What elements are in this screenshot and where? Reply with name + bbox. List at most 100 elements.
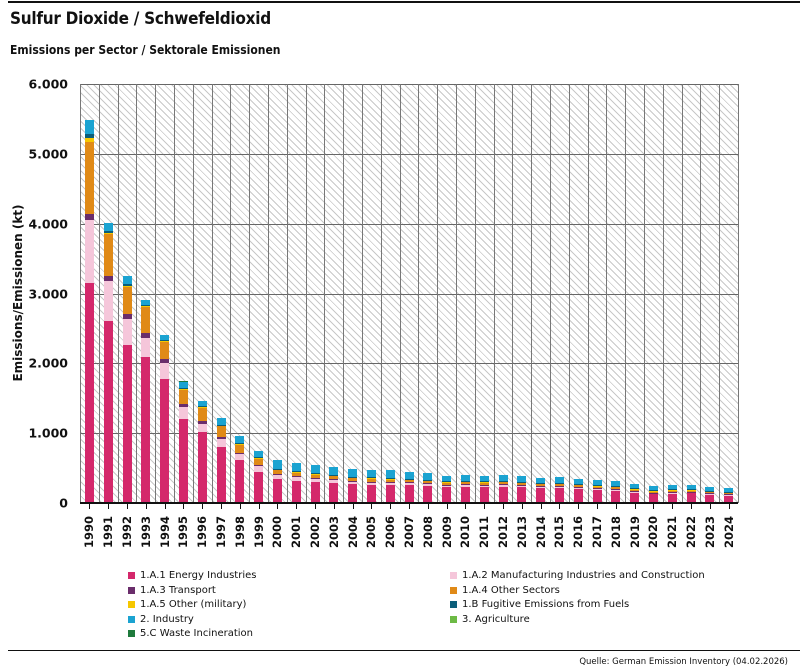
bar-segment (573, 487, 583, 490)
bar-segment (479, 484, 489, 487)
x-tick (427, 504, 429, 509)
bar-segment (705, 486, 715, 491)
legend-label: 1.A.4 Other Sectors (462, 584, 560, 596)
x-tick-label: 2005 (364, 515, 379, 548)
x-tick-label: 1992 (120, 515, 134, 548)
bar-segment (366, 477, 376, 478)
bar-segment (536, 486, 546, 488)
x-tick (484, 504, 486, 509)
bar-segment (460, 481, 470, 485)
x-tick (333, 504, 335, 509)
source-note: Quelle: German Emission Inventory (04.02… (579, 657, 788, 667)
bar-segment (141, 306, 151, 334)
chart-title: Sulfur Dioxide / Schwefeldioxid (10, 9, 271, 29)
bar-segment (84, 120, 94, 135)
x-tick-label: 1998 (232, 515, 247, 548)
legend-swatch-icon (128, 615, 135, 623)
gridline (80, 293, 738, 295)
bar-segment (160, 378, 170, 503)
x-tick (277, 504, 279, 509)
bar-segment (630, 488, 640, 491)
bar-segment (141, 333, 151, 338)
bar-segment (366, 470, 376, 478)
x-tick-label: 2024 (721, 515, 736, 548)
bar-segment (724, 492, 734, 495)
bar-segment (404, 471, 414, 479)
bar-segment (366, 484, 376, 503)
bar-segment (310, 473, 320, 474)
x-tick (239, 504, 241, 509)
vertical-gridline (437, 84, 439, 503)
bar-segment (705, 491, 715, 494)
bar-segment (84, 141, 94, 214)
x-tick-label: 2002 (308, 515, 322, 548)
bar-segment (178, 418, 188, 503)
x-tick-label: 2001 (289, 515, 304, 548)
legend-item: 1.A.1 Energy Industries (128, 570, 256, 581)
legend-item: 3. Agriculture (450, 614, 530, 625)
bar-segment (235, 460, 245, 503)
bar-segment (235, 454, 245, 461)
x-tick (315, 504, 316, 509)
bar-segment (103, 223, 113, 231)
bar-2024 (724, 487, 734, 503)
gridline (80, 363, 738, 365)
bar-segment (216, 424, 226, 426)
vertical-gridline (418, 84, 420, 503)
x-tick-label: 2011 (477, 515, 492, 548)
vertical-gridline (268, 84, 269, 503)
bar-segment (84, 134, 94, 138)
bar-segment (197, 421, 207, 425)
x-tick (221, 504, 222, 509)
bar-segment (630, 490, 640, 493)
bar-segment (611, 490, 621, 503)
x-tick-label: 1991 (101, 515, 116, 548)
bar-segment (84, 220, 94, 284)
bar-segment (366, 481, 376, 485)
x-tick (446, 504, 448, 509)
bar-segment (705, 494, 715, 503)
bar-segment (648, 492, 658, 495)
legend-label: 1.B Fugitive Emissions from Fuels (462, 599, 630, 610)
bar-segment (423, 480, 433, 484)
bar-segment (498, 484, 508, 487)
bar-segment (611, 486, 621, 489)
legend-swatch-icon (450, 615, 457, 623)
legend-item: 1.B Fugitive Emissions from Fuels (450, 599, 629, 610)
x-tick (127, 504, 128, 509)
bar-segment (460, 486, 470, 503)
bar-segment (197, 432, 207, 503)
bar-segment (724, 494, 734, 496)
bar-segment (498, 486, 508, 503)
bar-segment (329, 482, 339, 503)
bar-segment (178, 381, 188, 388)
vertical-gridline (531, 84, 533, 503)
x-tick-label: 2007 (402, 515, 416, 548)
x-tick-label: 2000 (270, 515, 285, 548)
bar-segment (536, 488, 546, 503)
bar-segment (122, 286, 132, 315)
x-tick (672, 504, 674, 509)
bar-segment (611, 481, 621, 486)
bar-segment (254, 466, 264, 472)
bar-segment (310, 482, 320, 503)
bar-1993 (141, 299, 151, 503)
bar-1997 (216, 417, 226, 503)
vertical-gridline (456, 84, 457, 503)
x-tick (164, 504, 166, 509)
bar-segment (460, 484, 470, 487)
bar-segment (291, 462, 301, 472)
vertical-gridline (249, 84, 251, 503)
legend-swatch-icon (128, 586, 135, 594)
bar-segment (385, 478, 395, 483)
bar-segment (141, 337, 151, 358)
x-tick (709, 504, 711, 509)
vertical-gridline (493, 84, 495, 503)
bar-segment (84, 283, 94, 503)
bar-segment (122, 314, 132, 320)
bar-segment (648, 494, 658, 503)
bar-segment (536, 483, 546, 486)
vertical-gridline (550, 84, 551, 503)
bar-segment (724, 495, 734, 503)
bar-segment (517, 487, 527, 503)
